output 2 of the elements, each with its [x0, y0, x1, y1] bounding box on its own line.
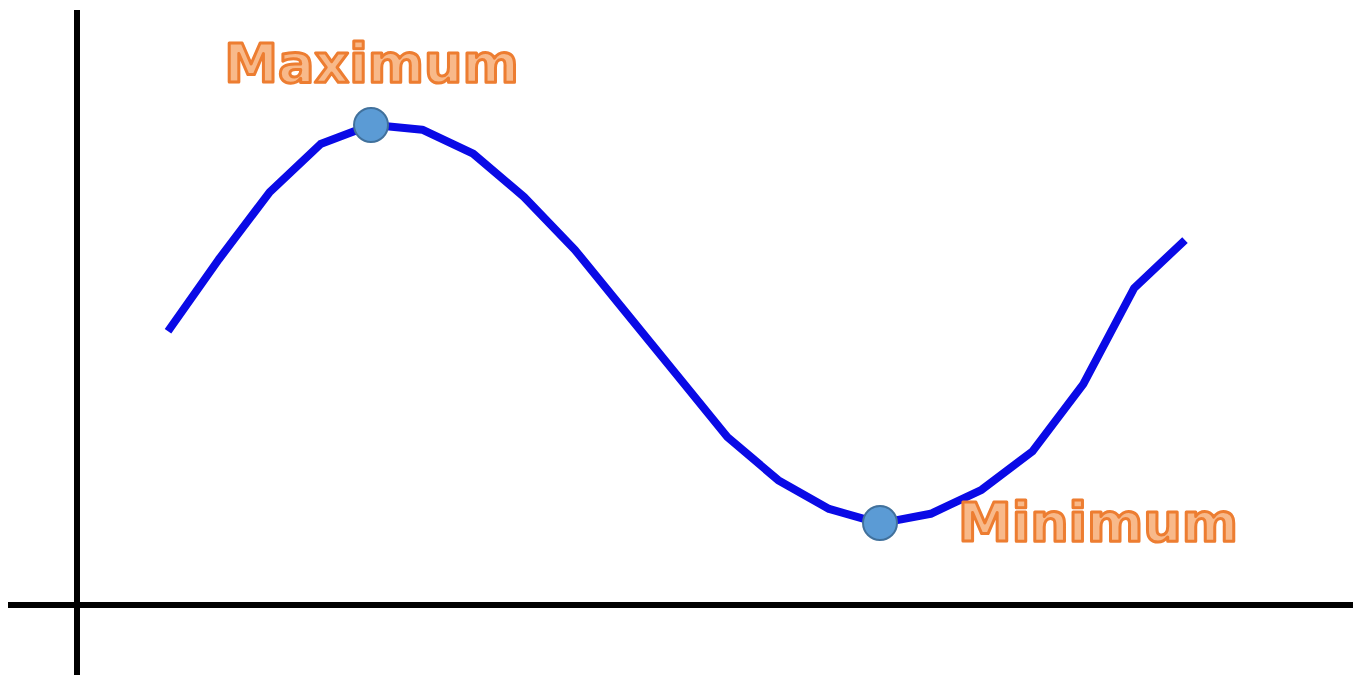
text: Maximum	[224, 31, 519, 95]
annotation: Minimum	[957, 491, 1239, 555]
